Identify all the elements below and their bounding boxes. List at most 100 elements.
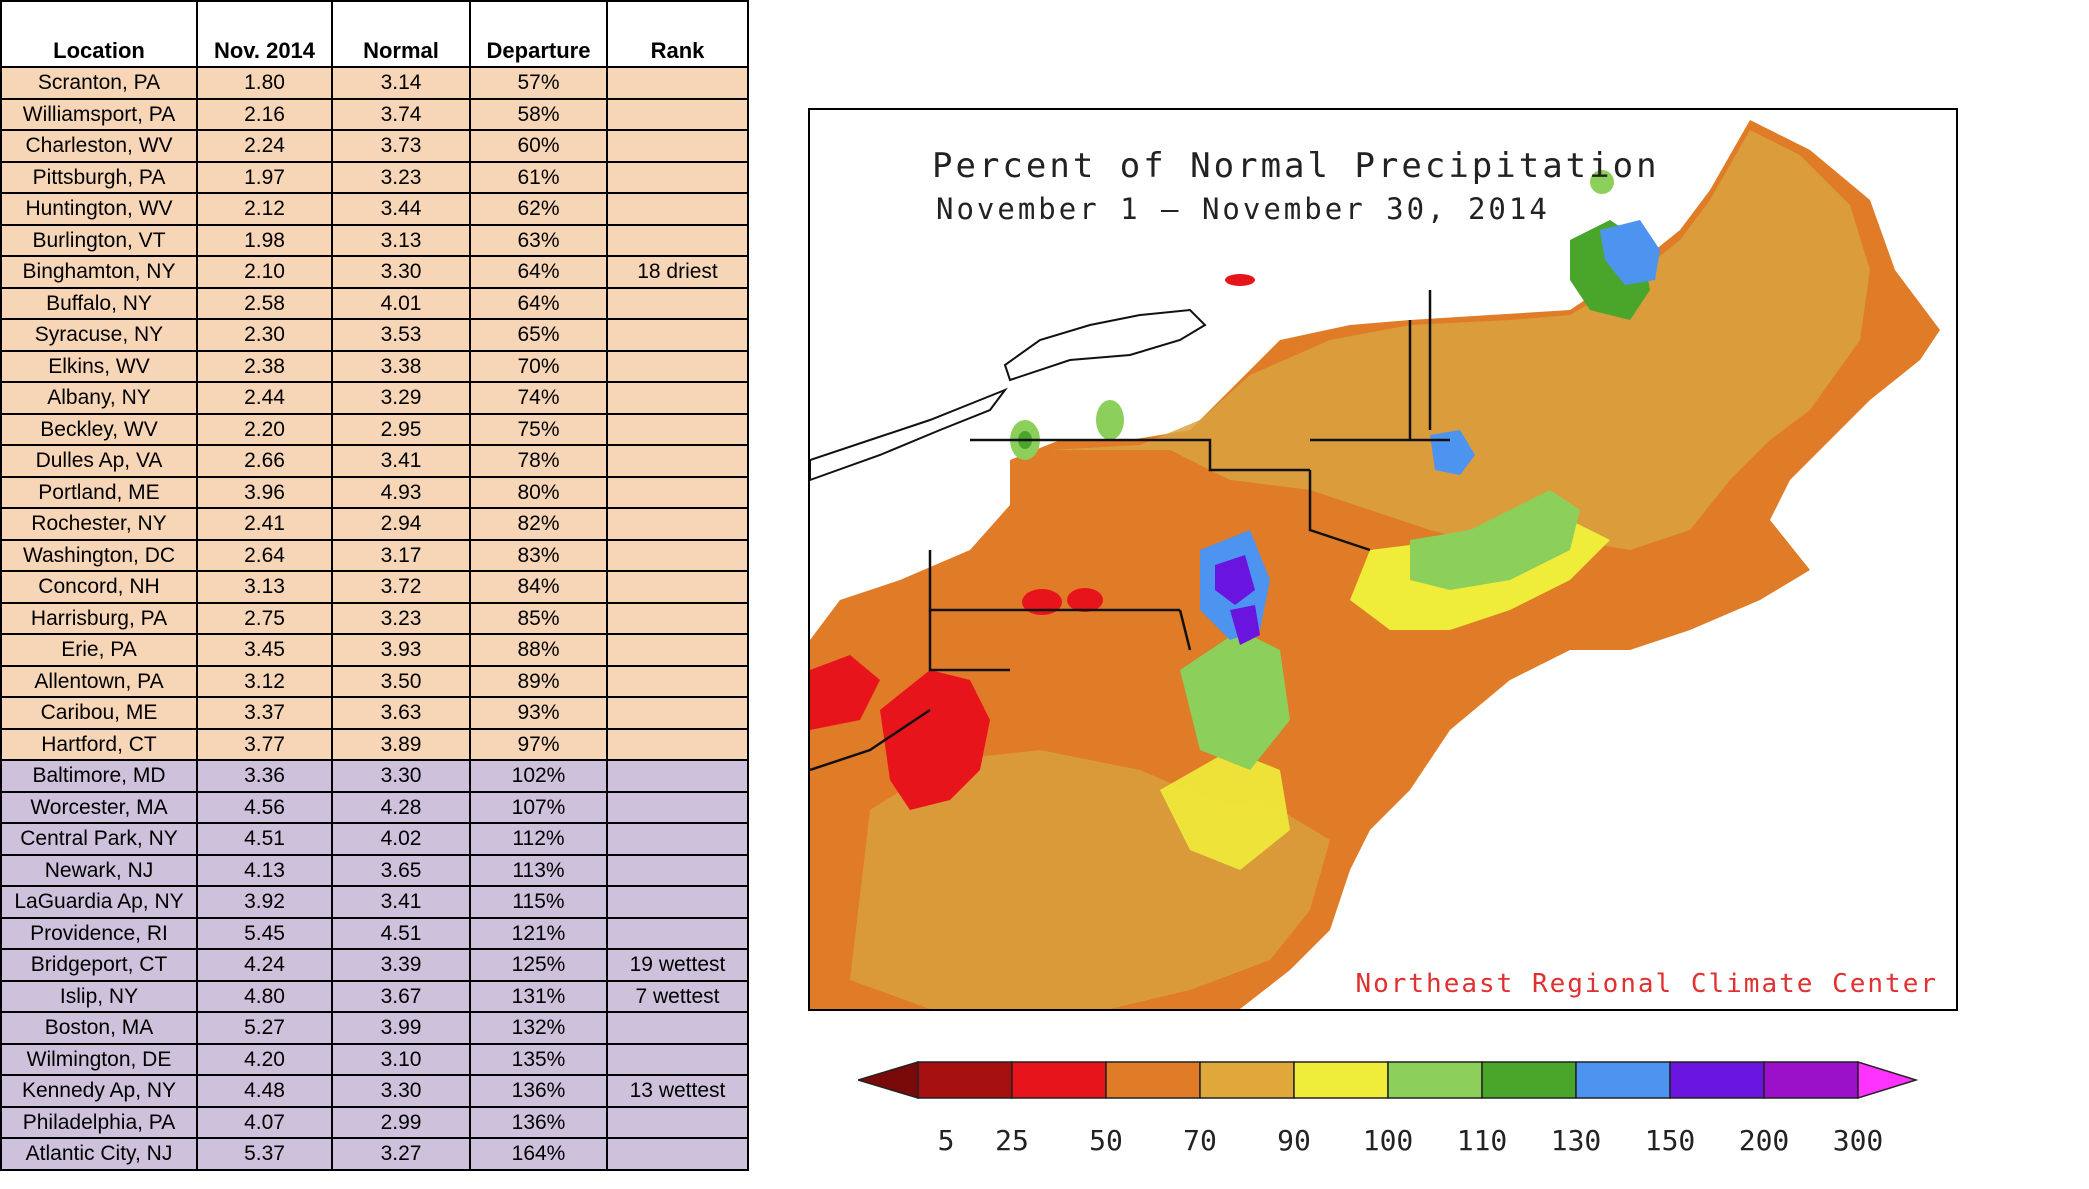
table-row: Washington, DC 2.64 3.17 83% (0, 538, 749, 572)
table-row: Wilmington, DE 4.20 3.10 135% (0, 1042, 749, 1076)
cell-departure: 136% (469, 1074, 608, 1108)
cell-rank (606, 1042, 749, 1076)
cell-nov: 4.07 (196, 1105, 333, 1139)
legend-label: 90 (1277, 1124, 1311, 1157)
cell-departure: 112% (469, 822, 608, 856)
cell-rank (606, 664, 749, 698)
header-location: Location (0, 0, 198, 68)
legend-swatch (1105, 1061, 1201, 1099)
table-row: Worcester, MA 4.56 4.28 107% (0, 790, 749, 824)
cell-rank (606, 727, 749, 761)
cell-normal: 3.10 (331, 1042, 471, 1076)
cell-normal: 3.65 (331, 853, 471, 887)
yellow-region-md (1160, 750, 1290, 870)
cell-location: Providence, RI (0, 916, 198, 950)
cell-rank (606, 507, 749, 541)
table-row: Burlington, VT 1.98 3.13 63% (0, 223, 749, 257)
cell-rank (606, 192, 749, 226)
state-boundaries (810, 290, 1450, 772)
cell-rank (606, 538, 749, 572)
cell-location: Portland, ME (0, 475, 198, 509)
cell-normal: 3.13 (331, 223, 471, 257)
cell-location: Scranton, PA (0, 66, 198, 100)
cell-normal: 3.50 (331, 664, 471, 698)
red-region-wv (880, 670, 990, 810)
table-row: Boston, MA 5.27 3.99 132% (0, 1011, 749, 1045)
cell-departure: 89% (469, 664, 608, 698)
cell-departure: 74% (469, 381, 608, 415)
cell-rank (606, 97, 749, 131)
cell-rank (606, 444, 749, 478)
cell-departure: 85% (469, 601, 608, 635)
cell-nov: 2.30 (196, 318, 333, 352)
cell-departure: 84% (469, 570, 608, 604)
cell-location: Elkins, WV (0, 349, 198, 383)
red-spot-ny (1225, 274, 1255, 286)
cell-normal: 3.67 (331, 979, 471, 1013)
cell-departure: 121% (469, 916, 608, 950)
cell-rank (606, 916, 749, 950)
table-row: Syracuse, NY 2.30 3.53 65% (0, 318, 749, 352)
cell-rank (606, 349, 749, 383)
cell-normal: 3.44 (331, 192, 471, 226)
legend-swatch (917, 1061, 1013, 1099)
cell-nov: 2.16 (196, 97, 333, 131)
cell-location: Newark, NJ (0, 853, 198, 887)
cell-nov: 2.38 (196, 349, 333, 383)
cell-departure: 131% (469, 979, 608, 1013)
cell-normal: 4.28 (331, 790, 471, 824)
cell-rank (606, 633, 749, 667)
cell-rank (606, 160, 749, 194)
cell-normal: 2.95 (331, 412, 471, 446)
table-row: Binghamton, NY 2.10 3.30 64% 18 driest (0, 255, 749, 289)
header-rank: Rank (606, 0, 749, 68)
legend-label: 200 (1738, 1124, 1790, 1157)
cell-departure: 61% (469, 160, 608, 194)
cell-rank (606, 129, 749, 163)
cell-rank (606, 66, 749, 100)
legend-label: 5 (937, 1124, 955, 1157)
legend-label: 70 (1183, 1124, 1217, 1157)
cell-departure: 80% (469, 475, 608, 509)
lake-ontario (1003, 308, 1207, 382)
cell-nov: 2.10 (196, 255, 333, 289)
cell-nov: 2.64 (196, 538, 333, 572)
table-row: Pittsburgh, PA 1.97 3.23 61% (0, 160, 749, 194)
precipitation-table: Location Nov. 2014 Normal Departure Rank… (0, 0, 749, 1171)
cell-departure: 125% (469, 948, 608, 982)
cell-rank (606, 601, 749, 635)
table-row: Concord, NH 3.13 3.72 84% (0, 570, 749, 604)
legend-swatch (1669, 1061, 1765, 1099)
cell-nov: 5.37 (196, 1137, 333, 1171)
cell-normal: 3.30 (331, 1074, 471, 1108)
cell-nov: 2.44 (196, 381, 333, 415)
cell-departure: 57% (469, 66, 608, 100)
cell-location: Binghamton, NY (0, 255, 198, 289)
green-region-ma (1410, 490, 1580, 590)
cell-rank: 7 wettest (606, 979, 749, 1013)
cell-nov: 2.58 (196, 286, 333, 320)
table-row: Allentown, PA 3.12 3.50 89% (0, 664, 749, 698)
table-row: Philadelphia, PA 4.07 2.99 136% (0, 1105, 749, 1139)
cell-normal: 3.53 (331, 318, 471, 352)
legend-label: 110 (1456, 1124, 1508, 1157)
cell-departure: 83% (469, 538, 608, 572)
cell-normal: 2.99 (331, 1105, 471, 1139)
cell-departure: 102% (469, 759, 608, 793)
cell-departure: 60% (469, 129, 608, 163)
cell-location: Syracuse, NY (0, 318, 198, 352)
green-spot-maine-north (1590, 170, 1614, 194)
table-row: Charleston, WV 2.24 3.73 60% (0, 129, 749, 163)
cell-location: Islip, NY (0, 979, 198, 1013)
legend-swatch (1763, 1061, 1859, 1099)
cell-location: Baltimore, MD (0, 759, 198, 793)
legend-swatch (1575, 1061, 1671, 1099)
cell-departure: 93% (469, 696, 608, 730)
cell-nov: 5.27 (196, 1011, 333, 1045)
cell-location: Hartford, CT (0, 727, 198, 761)
cell-departure: 78% (469, 444, 608, 478)
cell-rank (606, 286, 749, 320)
cell-location: Albany, NY (0, 381, 198, 415)
cell-departure: 75% (469, 412, 608, 446)
cell-location: Buffalo, NY (0, 286, 198, 320)
